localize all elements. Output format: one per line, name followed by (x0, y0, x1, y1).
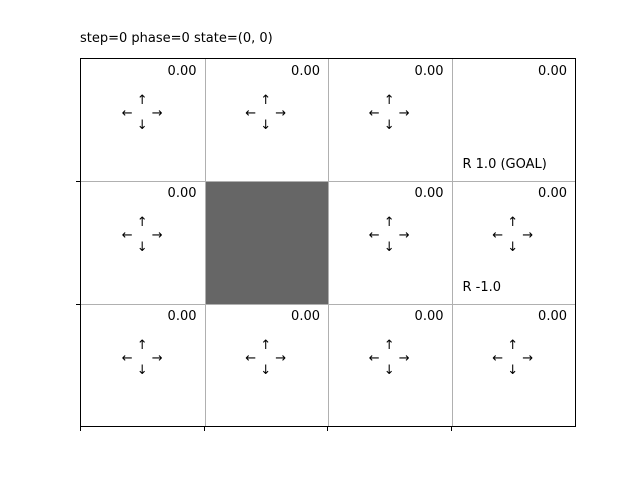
right-arrow-icon: → (398, 350, 410, 366)
policy-arrows: ↑ ← → ↓ (368, 216, 412, 260)
x-axis-tick (80, 427, 81, 431)
state-value-label: 0.00 (167, 308, 197, 324)
left-arrow-icon: ← (492, 350, 504, 366)
right-arrow-icon: → (398, 106, 410, 122)
right-arrow-icon: → (151, 228, 163, 244)
plot-title: step=0 phase=0 state=(0, 0) (80, 31, 273, 46)
grid-cell-0-3: 0.00 R 1.0 (GOAL) (452, 59, 576, 181)
up-arrow-icon: ↑ (383, 215, 395, 231)
policy-arrows: ↑ ← → ↓ (244, 339, 288, 383)
grid-cell-0-0: 0.00 ↑ ← → ↓ (81, 59, 205, 181)
right-arrow-icon: → (522, 350, 534, 366)
policy-arrows: ↑ ← → ↓ (121, 216, 165, 260)
down-arrow-icon: ↓ (260, 362, 272, 378)
left-arrow-icon: ← (121, 228, 133, 244)
right-arrow-icon: → (151, 350, 163, 366)
right-arrow-icon: → (151, 106, 163, 122)
left-arrow-icon: ← (121, 106, 133, 122)
up-arrow-icon: ↑ (383, 337, 395, 353)
state-value-label: 0.00 (414, 186, 444, 202)
up-arrow-icon: ↑ (260, 93, 272, 109)
left-arrow-icon: ← (245, 106, 257, 122)
x-axis-tick (450, 427, 452, 431)
policy-arrows: ↑ ← → ↓ (121, 339, 165, 383)
down-arrow-icon: ↓ (136, 362, 148, 378)
grid-cell-1-2: 0.00 ↑ ← → ↓ (328, 181, 452, 303)
grid-cell-2-1: 0.00 ↑ ← → ↓ (205, 304, 329, 426)
left-arrow-icon: ← (368, 106, 380, 122)
up-arrow-icon: ↑ (136, 337, 148, 353)
state-value-label: 0.00 (538, 186, 567, 202)
grid-cell-1-0: 0.00 ↑ ← → ↓ (81, 181, 205, 303)
policy-arrows: ↑ ← → ↓ (368, 339, 412, 383)
grid-cell-1-3: 0.00 ↑ ← → ↓ R -1.0 (452, 181, 576, 303)
grid-line-vertical (204, 59, 206, 426)
right-arrow-icon: → (398, 228, 410, 244)
up-arrow-icon: ↑ (260, 337, 272, 353)
left-arrow-icon: ← (368, 228, 380, 244)
grid-line-vertical (328, 59, 329, 426)
down-arrow-icon: ↓ (507, 362, 519, 378)
grid-line-horizontal (81, 181, 575, 183)
down-arrow-icon: ↓ (383, 240, 395, 256)
policy-arrows: ↑ ← → ↓ (491, 339, 535, 383)
down-arrow-icon: ↓ (136, 240, 148, 256)
down-arrow-icon: ↓ (383, 362, 395, 378)
left-arrow-icon: ← (245, 350, 257, 366)
up-arrow-icon: ↑ (507, 337, 519, 353)
state-value-label: 0.00 (167, 186, 197, 202)
y-axis-tick (76, 303, 80, 305)
state-value-label: 0.00 (538, 308, 567, 324)
up-arrow-icon: ↑ (383, 93, 395, 109)
gridworld-board: 0.00 ↑ ← → ↓ 0.00 ↑ ← → ↓ 0.00 ↑ ← → ↓ 0.00 R 1.0 (GOAL)… (80, 58, 576, 427)
x-axis-tick (327, 427, 328, 431)
right-arrow-icon: → (275, 350, 287, 366)
grid-line-vertical (451, 59, 453, 426)
grid-cell-2-0: 0.00 ↑ ← → ↓ (81, 304, 205, 426)
state-value-label: 0.00 (167, 64, 197, 79)
policy-arrows: ↑ ← → ↓ (244, 94, 288, 138)
left-arrow-icon: ← (492, 228, 504, 244)
down-arrow-icon: ↓ (383, 118, 395, 134)
grid-cell-0-2: 0.00 ↑ ← → ↓ (328, 59, 452, 181)
policy-arrows: ↑ ← → ↓ (491, 216, 535, 260)
up-arrow-icon: ↑ (136, 215, 148, 231)
down-arrow-icon: ↓ (260, 118, 272, 134)
grid-line-horizontal (81, 303, 575, 305)
wall-cell-1-1 (204, 181, 328, 304)
down-arrow-icon: ↓ (136, 118, 148, 134)
grid-cell-2-2: 0.00 ↑ ← → ↓ (328, 304, 452, 426)
right-arrow-icon: → (275, 106, 287, 122)
state-value-label: 0.00 (538, 64, 567, 79)
grid-cell-0-1: 0.00 ↑ ← → ↓ (205, 59, 329, 181)
policy-arrows: ↑ ← → ↓ (121, 94, 165, 138)
left-arrow-icon: ← (121, 350, 133, 366)
state-value-label: 0.00 (414, 64, 444, 79)
grid-cell-2-3: 0.00 ↑ ← → ↓ (452, 304, 576, 426)
x-axis-tick (203, 427, 205, 431)
policy-arrows: ↑ ← → ↓ (368, 94, 412, 138)
left-arrow-icon: ← (368, 350, 380, 366)
down-arrow-icon: ↓ (507, 240, 519, 256)
right-arrow-icon: → (522, 228, 534, 244)
state-value-label: 0.00 (291, 64, 320, 79)
state-value-label: 0.00 (291, 308, 320, 324)
up-arrow-icon: ↑ (507, 215, 519, 231)
up-arrow-icon: ↑ (136, 93, 148, 109)
state-value-label: 0.00 (414, 308, 444, 324)
reward-label: R 1.0 (GOAL) (462, 157, 547, 173)
reward-label: R -1.0 (462, 279, 502, 295)
y-axis-tick (76, 181, 80, 183)
